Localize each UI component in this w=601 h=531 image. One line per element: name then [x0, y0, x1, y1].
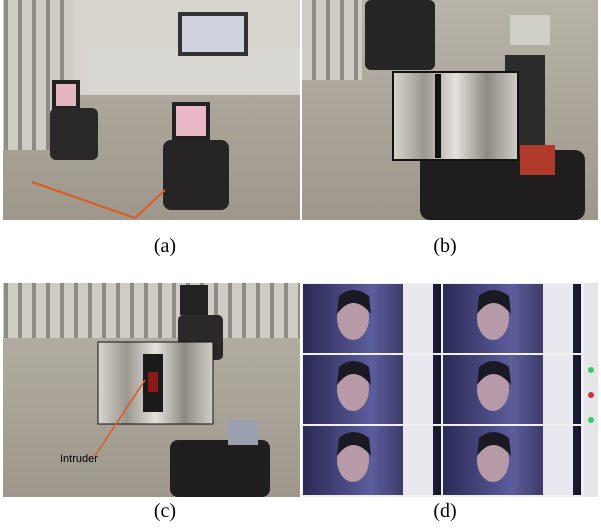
caption: (b): [433, 235, 456, 257]
video-tile: [403, 355, 433, 424]
photo-c: Intruder: [3, 283, 300, 497]
caption: (a): [154, 235, 176, 257]
photo-b: [302, 0, 598, 220]
page: (a) (b) Intruder (c) (d) (() => { const …: [0, 0, 601, 531]
video-tile: [543, 426, 573, 495]
video-tile: [403, 284, 433, 353]
video-tile: [543, 355, 573, 424]
caption: (c): [154, 500, 176, 522]
figure: (a) (b) Intruder (c) (d): [0, 0, 601, 531]
video-tile: [543, 284, 573, 353]
caption: (d): [433, 500, 456, 522]
annotation: Intruder: [60, 453, 98, 465]
photo-d: [302, 283, 598, 497]
photo-a: [3, 0, 300, 220]
video-tile: [403, 426, 433, 495]
